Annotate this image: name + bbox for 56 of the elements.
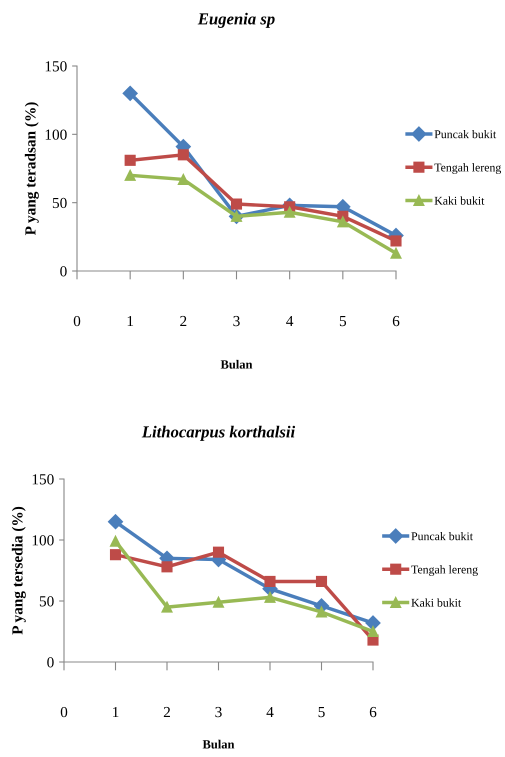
y-tick-label: 150 (32, 474, 54, 484)
x-tick-label: 2 (164, 706, 170, 718)
legend-label: Puncak bukit (434, 130, 496, 138)
y-tick-label: 100 (46, 129, 67, 140)
point (390, 235, 402, 246)
point (212, 546, 224, 558)
y-tick-label: 150 (46, 61, 67, 72)
y-axis-title: P yang tersedia (%) (12, 506, 26, 635)
point (365, 615, 381, 631)
point (367, 626, 379, 638)
legend-label: Tengah lereng (411, 565, 478, 576)
x-tick-label: 1 (113, 706, 118, 718)
point (124, 154, 136, 166)
x-tick-label: 6 (392, 316, 400, 326)
point (161, 561, 173, 572)
legend-label: Tengah lereng (434, 163, 502, 174)
point (264, 592, 276, 603)
y-tick-label: 50 (40, 596, 54, 606)
x-tick-label: 4 (266, 706, 274, 718)
x-tick-label: 1 (128, 316, 134, 326)
x-axis-title: Bulan (220, 360, 252, 369)
y-tick-label: 100 (32, 535, 54, 546)
point (284, 206, 296, 218)
point (161, 602, 173, 613)
x-tick-label: 6 (370, 706, 376, 718)
point (110, 536, 122, 547)
point (124, 170, 136, 181)
point (110, 549, 122, 560)
y-axis-title: P yang teradsan (%) (24, 102, 39, 236)
point (178, 149, 189, 160)
x-axis-title: Bulan (202, 740, 234, 749)
x-tick-label: 5 (318, 707, 325, 718)
point (316, 576, 328, 588)
chart-title: Eugenia sp (198, 12, 275, 28)
point (108, 514, 124, 530)
x-tick-label: 4 (286, 316, 294, 326)
point (230, 198, 242, 210)
legend-label: Kaki bukit (411, 598, 462, 607)
x-tick-label: 3 (233, 316, 240, 326)
point (122, 86, 138, 101)
point (390, 248, 402, 259)
x-tick-label: 2 (180, 316, 186, 326)
point (178, 174, 189, 185)
y-tick-label: 0 (47, 657, 54, 668)
legend-label: Kaki bukit (434, 196, 484, 205)
point (316, 606, 328, 618)
x-tick-label: 0 (74, 316, 80, 326)
point (337, 216, 348, 228)
y-tick-label: 0 (60, 266, 67, 276)
x-tick-label: 3 (215, 706, 222, 718)
point (212, 596, 224, 608)
legend-label: Puncak bukit (411, 532, 473, 540)
point (264, 576, 276, 588)
x-tick-label: 5 (340, 316, 346, 326)
y-tick-label: 50 (52, 198, 67, 208)
chart-title: Lithocarpus korthalsii (142, 426, 296, 441)
